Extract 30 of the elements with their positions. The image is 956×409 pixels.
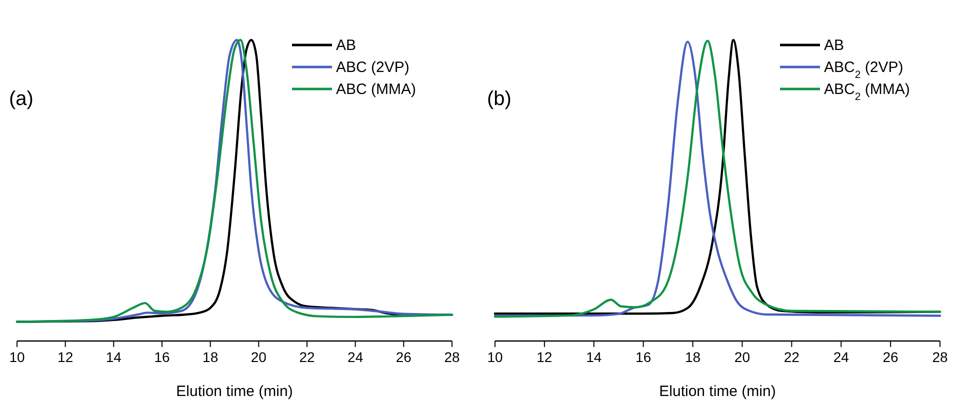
x-tick-label: 16 <box>636 349 652 365</box>
legend-label: ABC$_{2}$ (2VP) <box>824 59 904 81</box>
x-tick-label: 24 <box>833 349 850 365</box>
legend-label: AB <box>824 37 844 54</box>
x-tick-label: 20 <box>734 349 750 365</box>
legend-label: ABC$_{2}$ (MMA) <box>824 81 910 103</box>
legend-label: AB <box>336 37 356 54</box>
x-tick-label: 18 <box>684 349 701 365</box>
x-tick-label: 10 <box>9 349 25 365</box>
x-tick-label: 24 <box>348 349 364 365</box>
x-tick-label: 26 <box>882 349 899 365</box>
x-tick-label: 22 <box>784 349 800 365</box>
text: (b) <box>487 88 512 110</box>
text: (a) <box>9 88 34 110</box>
x-tick-label: 14 <box>106 349 122 365</box>
x-tick-label: 16 <box>154 349 170 365</box>
legend-label: ABC (MMA) <box>336 81 416 98</box>
x-tick-label: 12 <box>536 349 552 365</box>
x-tick-label: 12 <box>58 349 74 365</box>
x-axis-title: Elution time (min) <box>176 383 293 400</box>
x-axis-title: Elution time (min) <box>659 383 776 400</box>
x-tick-label: 10 <box>487 349 503 365</box>
x-tick-label: 22 <box>299 349 315 365</box>
x-tick-label: 14 <box>586 349 602 365</box>
x-tick-label: 18 <box>202 349 218 365</box>
x-tick-label: 28 <box>444 349 460 365</box>
x-tick-label: 20 <box>250 349 267 365</box>
x-tick-label: 28 <box>932 349 948 365</box>
legend-label: ABC (2VP) <box>336 59 410 76</box>
x-tick-label: 26 <box>396 349 412 365</box>
